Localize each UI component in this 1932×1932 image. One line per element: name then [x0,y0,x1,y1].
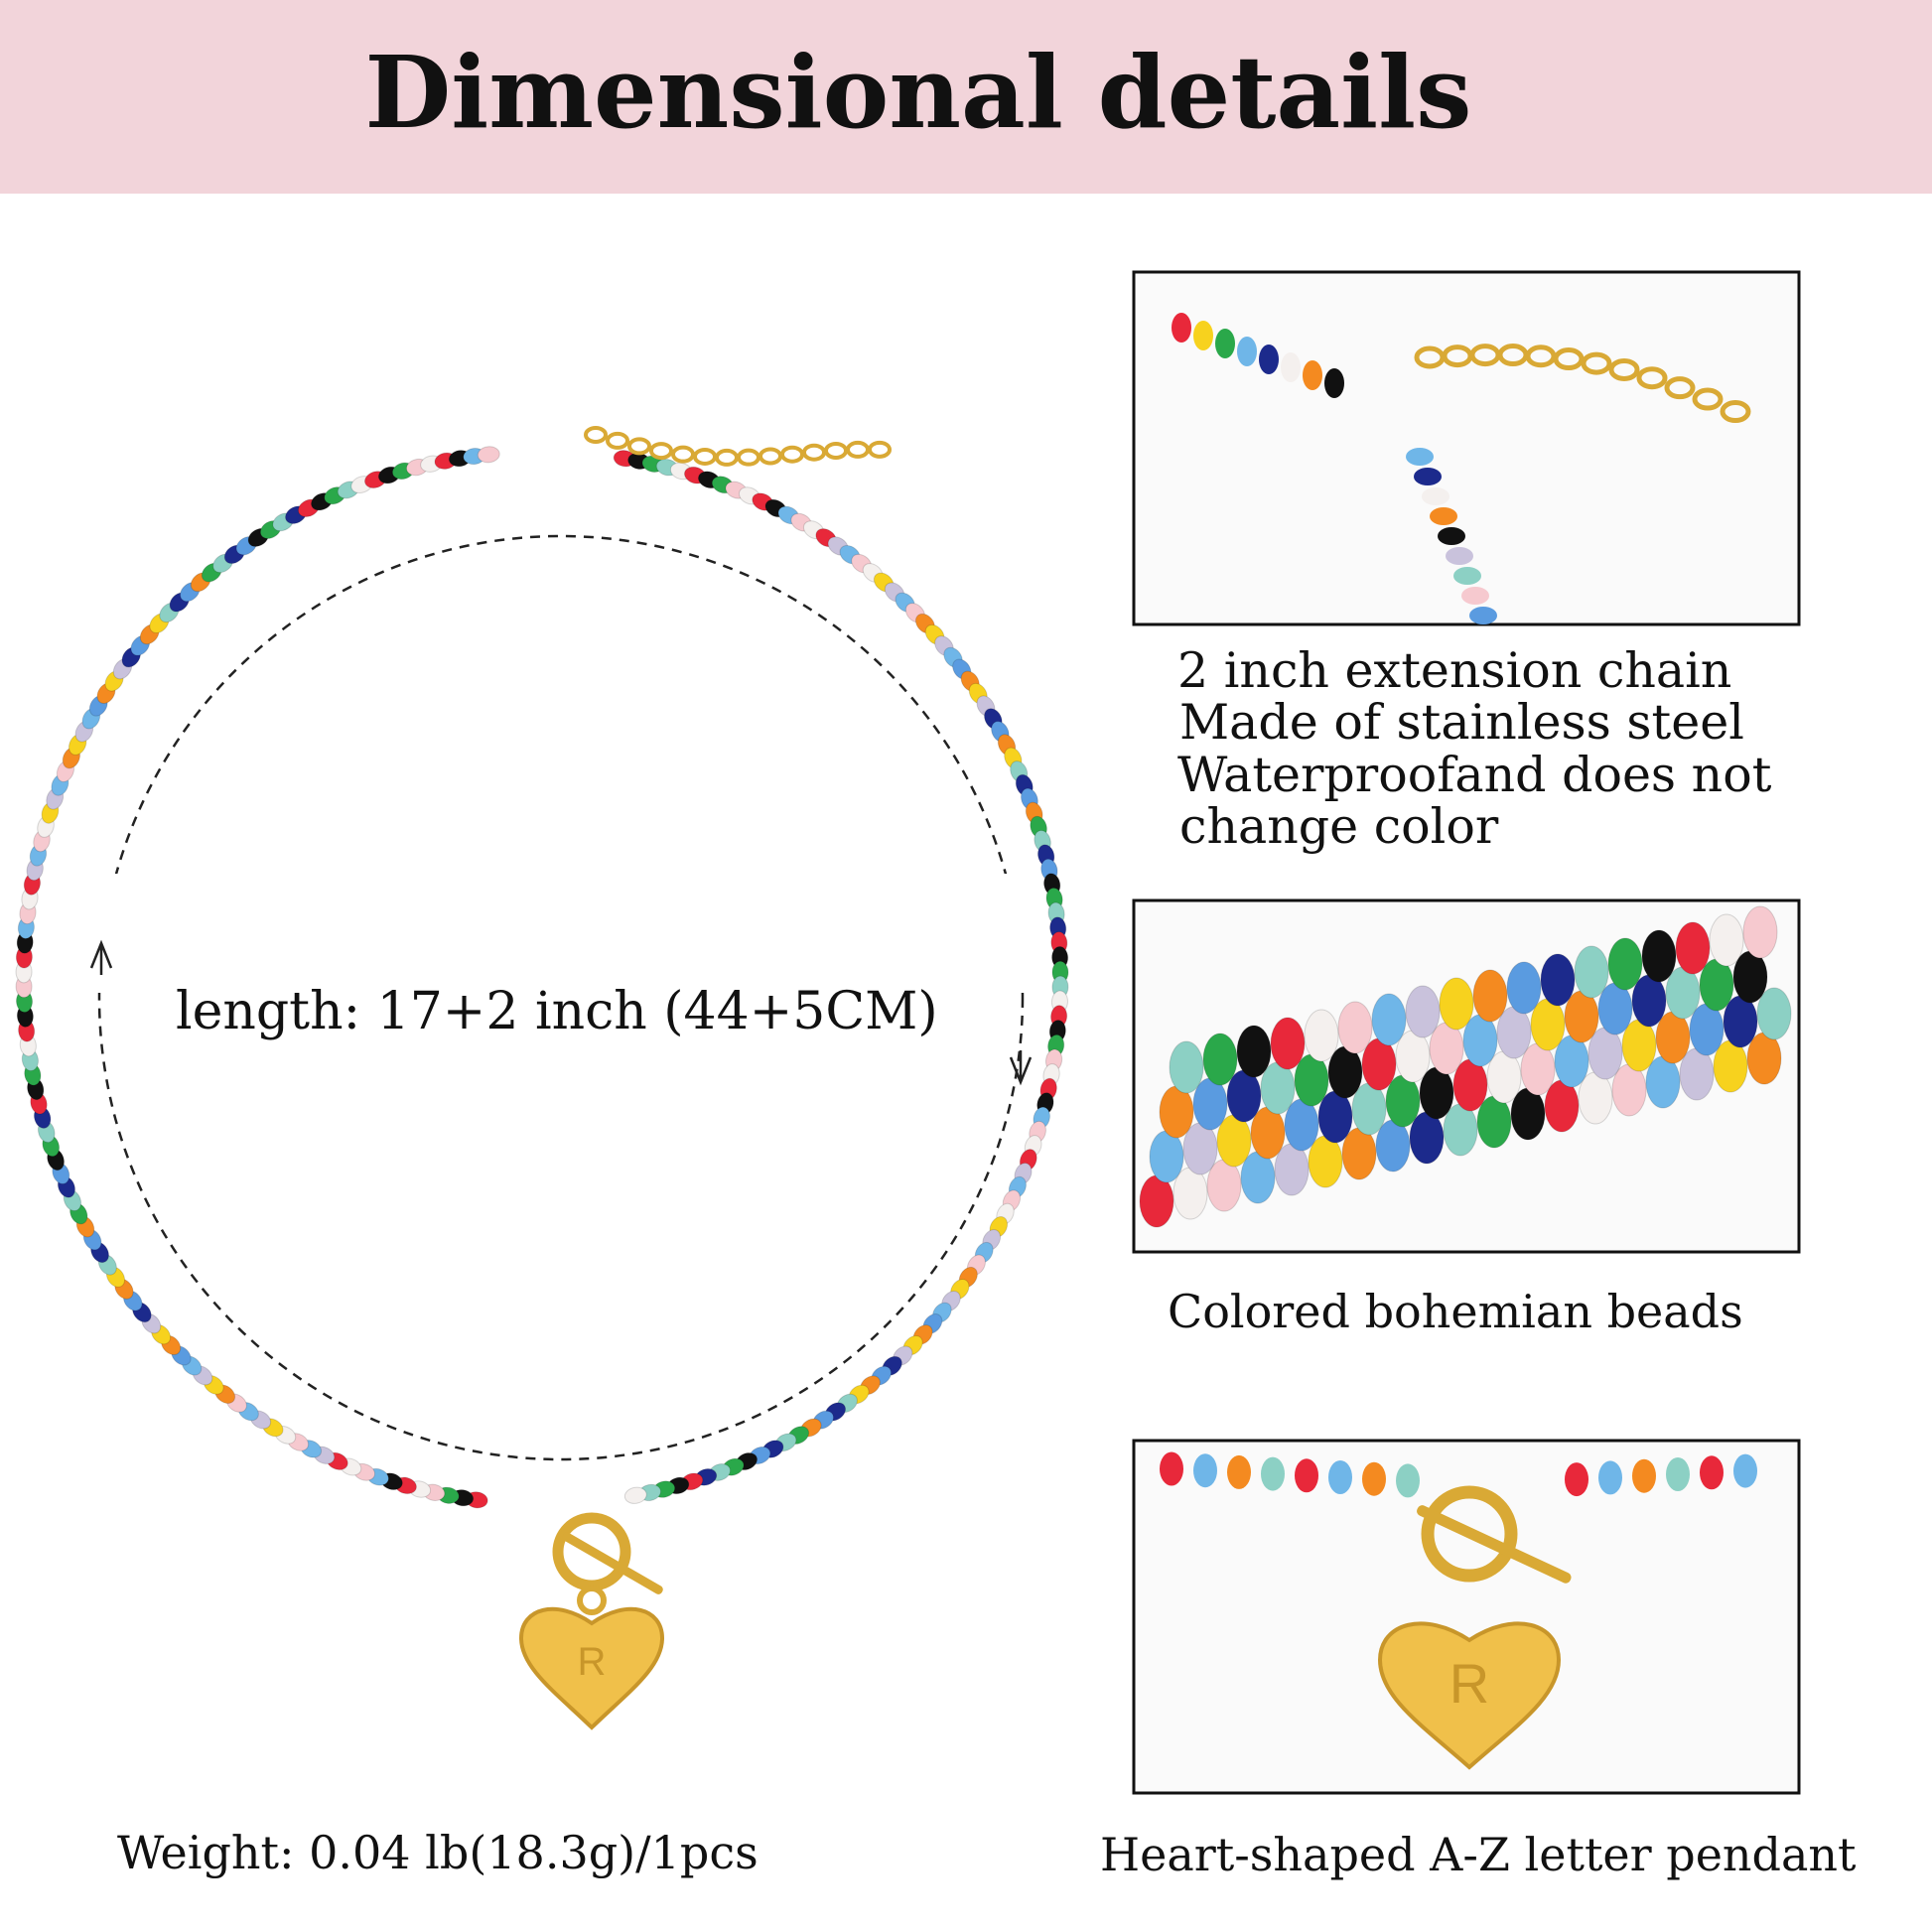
bead [623,1486,647,1504]
arrow-up [89,939,113,975]
circle-gap [79,874,1033,993]
bead [1472,969,1508,1023]
chain-link [824,441,848,460]
bead [1172,313,1191,343]
bead [1453,567,1481,585]
bead [1193,321,1213,350]
chain-link [584,426,608,444]
bead [1149,1130,1184,1183]
weight-label: Weight: 0.04 lb(18.3g)/1pcs [117,1826,759,1879]
caption-line: change color [1179,798,1499,855]
bead [1506,961,1542,1015]
bead [1270,1017,1306,1070]
bead [1215,329,1235,358]
bead [1362,1461,1386,1496]
bead [1259,345,1279,374]
bead [1303,360,1322,390]
bead [1632,1458,1656,1493]
bead [1469,607,1497,624]
bead [1139,1174,1174,1228]
bead [1405,985,1441,1038]
bead [1295,1458,1318,1493]
chain-link [737,448,760,467]
length-label: length: 17+2 inch (44+5CM) [176,982,938,1041]
necklace-image [15,426,1069,1509]
bead [1422,487,1449,505]
bead [477,446,500,464]
bead [1328,1460,1352,1494]
caption-line: Made of stainless steel [1179,694,1744,751]
dashed-circle [97,534,1025,1461]
chain-link [1692,387,1724,411]
header-band [0,0,1932,194]
svg-text:R: R [578,1640,607,1684]
bead [1565,1462,1588,1497]
chain-link [868,440,892,459]
chain-link [693,447,717,466]
bead [1160,1451,1183,1486]
chain-link [1720,400,1751,424]
bead [1756,987,1792,1040]
bead [1159,1085,1194,1139]
bead [1430,507,1457,525]
chain-link [780,445,804,464]
bead [1446,547,1473,565]
bead [1304,1009,1339,1062]
svg-text:R: R [1449,1652,1489,1715]
chain-link [1664,376,1696,400]
caption-line: 2 inch extension chain [1177,642,1731,699]
chain-link [1608,357,1640,381]
bead [1281,352,1301,382]
bead [1607,937,1643,991]
bead [1598,1460,1622,1495]
bead [1461,587,1489,605]
chain-link [649,442,673,461]
bead [1202,1033,1238,1086]
bead [1675,921,1711,975]
bead [1709,913,1744,967]
bead [1237,337,1257,366]
panel-pendant: R [1132,1439,1801,1795]
chain-link [671,445,695,464]
bead [1742,905,1778,959]
arrow-down [1009,1050,1033,1086]
panel-extension-chain [1132,270,1801,626]
bead [1700,1455,1724,1490]
chain-link [627,437,651,456]
bead [1193,1453,1217,1488]
bead [1236,1025,1272,1078]
bead [1666,1457,1690,1491]
bead [1414,468,1442,485]
bead [1574,945,1609,999]
chain-link [1636,366,1668,390]
chain-link [606,431,629,450]
chain-link [1553,347,1585,371]
bead [1324,368,1344,398]
bead [1406,448,1434,466]
bead [1337,1001,1373,1054]
title: Dimensional details [365,34,1472,151]
bead [1733,1453,1757,1488]
bead [1540,953,1576,1007]
bead [1396,1463,1420,1498]
bead [1169,1040,1204,1094]
bead [1371,993,1407,1046]
chain-link [1581,351,1612,375]
chain-link [846,440,870,459]
chain-link [715,448,739,467]
bead [1438,527,1465,545]
bead [1261,1456,1285,1491]
chain-link [759,447,782,466]
caption-line: Colored bohemian beads [1168,1285,1743,1338]
pendant: R [518,1512,665,1730]
bead [1227,1454,1251,1489]
caption-line: Waterproofand does not [1177,747,1772,803]
chain-link [802,443,826,462]
bead [1641,929,1677,983]
bead [1439,977,1474,1031]
caption-line: Heart-shaped A-Z letter pendant [1100,1828,1857,1881]
panel-beads [1132,898,1801,1254]
